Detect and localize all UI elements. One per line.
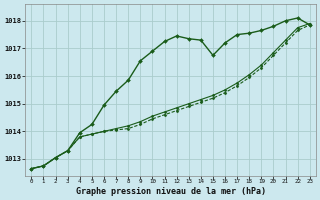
X-axis label: Graphe pression niveau de la mer (hPa): Graphe pression niveau de la mer (hPa) [76,187,266,196]
